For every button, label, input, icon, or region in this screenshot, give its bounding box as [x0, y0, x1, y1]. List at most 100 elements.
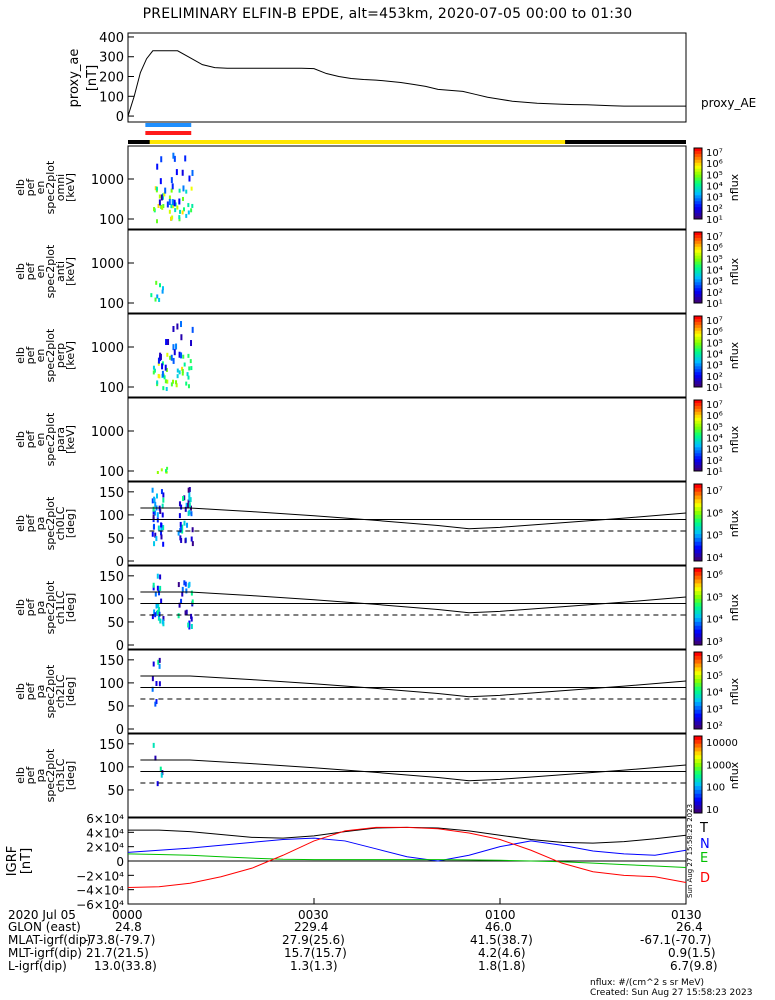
- colorbar-cell: [694, 652, 702, 657]
- spectrogram-cell: [157, 357, 160, 364]
- pa-cell: [158, 681, 161, 687]
- pa-cell: [151, 531, 154, 537]
- spectrogram-cell: [184, 155, 187, 162]
- igrf-legend-E: E: [700, 851, 708, 866]
- colorbar-cell: [694, 537, 702, 543]
- spectrogram-cell: [159, 178, 162, 185]
- spectrogram-cell: [170, 216, 173, 221]
- energy-ylabel-line: spec2plot: [44, 328, 57, 382]
- pa-cell: [155, 699, 158, 705]
- igrf-series-E: [127, 853, 687, 868]
- colorbar-cell: [694, 518, 702, 523]
- igrf-ytick-label: −2×10⁴: [76, 869, 124, 883]
- spectrogram-cell: [161, 289, 164, 294]
- colorbar-label: nflux: [728, 173, 741, 201]
- colorbar-tick-label: 10³: [706, 277, 723, 288]
- energy-ylabel-line: en: [34, 181, 47, 195]
- colorbar-tick-label: 1000: [706, 760, 731, 771]
- loss-cone-line: [140, 759, 687, 782]
- spectrogram-cell: [179, 209, 182, 214]
- spectrogram-cell: [176, 374, 179, 379]
- pa-cell: [160, 530, 163, 536]
- ephem-r1-c1: 229.4: [294, 920, 329, 934]
- pa-cell: [156, 512, 159, 518]
- spectrogram-cell: [190, 366, 193, 371]
- pa-cell: [158, 590, 161, 596]
- colorbar-tick-label: 10⁶: [706, 327, 723, 338]
- ephem-label-4: L-igrf(dip): [8, 959, 67, 973]
- pa-ytick-label: 150: [99, 486, 124, 501]
- ephem-r1-c0: 24.8: [115, 920, 142, 934]
- pa-cell: [162, 492, 165, 498]
- loss-cone-line: [140, 675, 687, 698]
- spectrogram-cell: [190, 208, 193, 213]
- colorbar-cell: [694, 495, 702, 500]
- ephem-label-1: GLON (east): [8, 920, 81, 934]
- colorbar-tick-label: 10⁷: [706, 148, 723, 159]
- colorbar-cell: [694, 717, 702, 722]
- proxy-ae-frame: [127, 32, 687, 123]
- colorbar-cell: [694, 591, 702, 596]
- igrf-series-D: [127, 826, 687, 889]
- colorbar-tick-label: 10³: [706, 445, 723, 456]
- colorbar-cell: [694, 594, 702, 600]
- energy-ytick-label: 1000: [91, 341, 124, 356]
- spectrogram-cell: [169, 355, 172, 360]
- colorbar-cell: [694, 621, 702, 627]
- energy-ytick-label: 100: [99, 213, 124, 228]
- colorbar-cell: [694, 204, 702, 208]
- energy-ylabel-line: [keV]: [64, 341, 77, 370]
- pa-panel-frame: [127, 481, 687, 566]
- colorbar-cell: [694, 487, 702, 493]
- colorbar-cell: [694, 153, 702, 158]
- side-timestamp: Sun Aug 27 15:58:23 2023: [686, 803, 694, 898]
- pa-ytick-label: 50: [107, 784, 124, 799]
- pa-cell: [177, 582, 180, 588]
- igrf-ytick-label: −6×10⁴: [76, 898, 124, 912]
- colorbar-cell: [694, 575, 702, 581]
- spectrogram-cell: [188, 175, 191, 182]
- colorbar-tick-label: 10⁵: [706, 592, 723, 603]
- colorbar-cell: [694, 402, 702, 407]
- pa-cell: [190, 613, 193, 619]
- pa-cell: [178, 501, 181, 507]
- pa-ytick-label: 100: [99, 509, 124, 524]
- spectrogram-cell: [155, 219, 158, 224]
- pa-cell: [159, 508, 162, 514]
- pa-ytick-label: 50: [107, 700, 124, 715]
- pa-cell: [181, 591, 184, 597]
- spectrogram-cell: [163, 192, 166, 197]
- region-bar-yellow: [149, 140, 566, 144]
- energy-ylabel-line: pef: [24, 346, 37, 365]
- spectrogram-cell: [187, 384, 190, 389]
- pa-cell: [188, 624, 191, 630]
- ephem-r4-c0: 13.0(33.8): [94, 959, 157, 973]
- colorbar-cell: [694, 545, 702, 550]
- colorbar-cell: [694, 186, 702, 190]
- pa-cell: [154, 501, 157, 507]
- spectrogram-cell: [156, 294, 159, 299]
- colorbar-cell: [694, 659, 702, 665]
- igrf-ytick-label: 0: [116, 855, 124, 869]
- ephem-r3-c0: 21.7(21.5): [86, 946, 149, 960]
- pa-cell: [190, 590, 193, 596]
- colorbar-cell: [694, 809, 702, 814]
- ephem-r0-c1: 0030: [298, 908, 329, 922]
- spectrogram-cell: [165, 339, 168, 346]
- colorbar-cell: [694, 629, 702, 634]
- igrf-legend-D: D: [700, 871, 710, 886]
- spectrogram-cell: [178, 198, 181, 205]
- energy-panel-frame: [127, 313, 687, 398]
- colorbar-cell: [694, 411, 702, 416]
- spectrogram-cell: [162, 193, 165, 198]
- ephem-r4-c3: 6.7(9.8): [670, 959, 718, 973]
- colorbar-cell: [694, 447, 702, 451]
- pa-cell: [160, 489, 163, 495]
- pa-ylabel-line: spec2plot: [44, 664, 57, 718]
- colorbar-cell: [694, 721, 702, 726]
- region-bar-red: [145, 131, 192, 135]
- pa-cell: [154, 612, 157, 618]
- ephem-r2-c0: -73.8(-79.7): [84, 933, 156, 947]
- spectrogram-cell: [187, 203, 190, 208]
- pa-cell: [161, 619, 164, 625]
